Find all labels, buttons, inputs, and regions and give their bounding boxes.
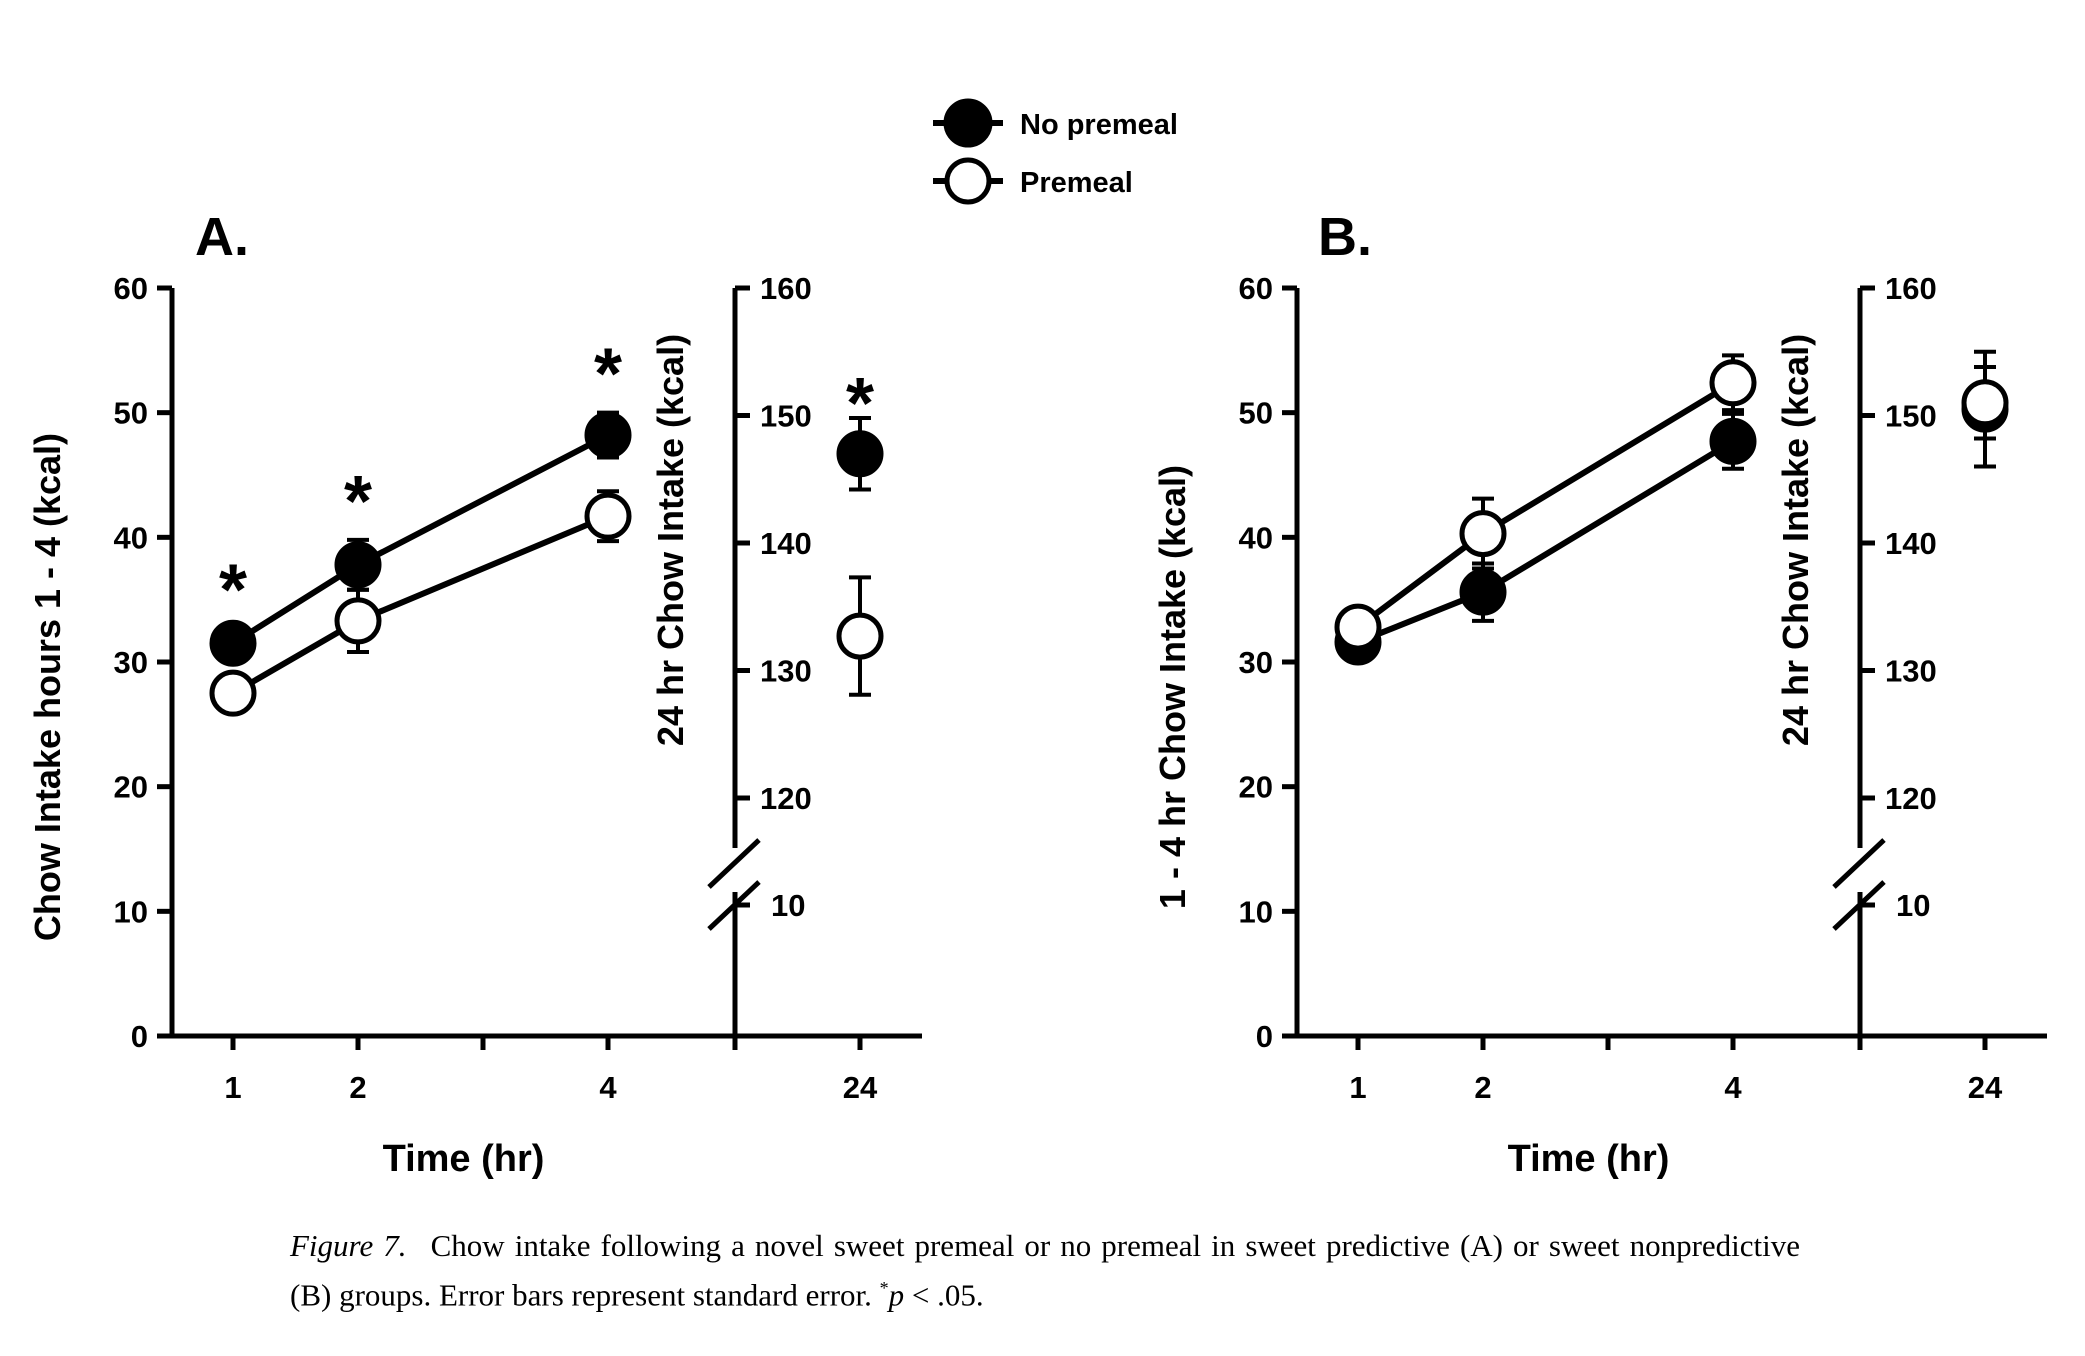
panel-a-significance-star-1: * — [219, 550, 247, 630]
panel-a-y2-tick-label-140: 140 — [760, 526, 812, 561]
panel-a-y2-tick-label-130: 130 — [760, 654, 812, 689]
legend-entry-premeal: Premeal — [933, 157, 1133, 205]
panel-a-y-axis-label: Chow Intake hours 1 - 4 (kcal) — [27, 433, 68, 941]
caption-sig-p: p — [888, 1277, 905, 1313]
panel-a-y2-tick-label-160: 160 — [760, 271, 812, 306]
legend-marker-premeal — [944, 157, 992, 205]
panel-a-panel-label: A. — [195, 207, 249, 267]
panel-b-y-tick-label-60: 60 — [1239, 271, 1273, 306]
panel-b-y-tick-label-50: 50 — [1239, 396, 1273, 431]
panel-a-y-tick-label-40: 40 — [114, 520, 148, 555]
panel-a-point-no-premeal-1 — [209, 619, 257, 667]
panel-a-significance-star-24: * — [846, 364, 874, 444]
panel-b-x-tick-label-2: 2 — [1474, 1070, 1491, 1105]
panel-a-x-tick-label-1: 1 — [224, 1070, 241, 1105]
panel-b-y2-break-mark-lower — [1832, 880, 1886, 931]
panel-a-point-no-premeal-24 — [836, 430, 884, 478]
panel-a-y2-axis-label: 24 hr Chow Intake (kcal) — [650, 334, 691, 746]
panel-b-y2-break-mark-upper — [1832, 838, 1886, 889]
panel-a-significance-star-2: * — [344, 462, 372, 542]
panel-b-y2-tick-label-160: 160 — [1885, 271, 1937, 306]
panel-a-y2-tick-label-120: 120 — [760, 781, 812, 816]
panel-b-point-premeal-4 — [1709, 359, 1757, 407]
figure-caption: Figure 7. Chow intake following a novel … — [290, 1225, 1800, 1316]
panel-b-point-no-premeal-4 — [1709, 417, 1757, 465]
panel-a-x-axis-label: Time (hr) — [383, 1138, 545, 1180]
panel-a-point-premeal-2 — [334, 597, 382, 645]
panel-a-point-premeal-1 — [209, 669, 257, 717]
panel-b-point-premeal-1 — [1334, 603, 1382, 651]
panel-b-panel-label: B. — [1318, 207, 1372, 267]
panel-b-point-no-premeal-2 — [1459, 568, 1507, 616]
caption-sig-star: * — [879, 1278, 889, 1298]
panel-a-y-tick-label-30: 30 — [114, 645, 148, 680]
panel-b-x-tick-label-4: 4 — [1724, 1070, 1742, 1105]
panel-b-y-axis-label: 1 - 4 hr Chow Intake (kcal) — [1152, 465, 1193, 909]
panel-b-x-axis-label: Time (hr) — [1508, 1138, 1670, 1180]
caption-text: Chow intake following a novel sweet prem… — [290, 1228, 1801, 1313]
panel-a-y-tick-label-0: 0 — [131, 1019, 148, 1054]
panel-b-y2-axis-label: 24 hr Chow Intake (kcal) — [1775, 334, 1816, 746]
legend: No premeal Premeal — [933, 98, 1178, 205]
panel-b-y-tick-label-10: 10 — [1239, 894, 1273, 929]
panel-b-y2-tick-label-130: 130 — [1885, 654, 1937, 689]
panel-a-y2-break-mark-upper — [707, 838, 761, 889]
legend-entry-no-premeal: No premeal — [933, 98, 1178, 148]
panel-b-series-line-no-premeal — [1356, 438, 1735, 645]
panel-a-significance-star-4: * — [594, 335, 622, 415]
panel-b-x-tick-label-1: 1 — [1349, 1070, 1366, 1105]
panel-b-y-tick-label-30: 30 — [1239, 645, 1273, 680]
panel-b-y-tick-label-0: 0 — [1256, 1019, 1273, 1054]
panel-a-point-no-premeal-4 — [584, 411, 632, 459]
panel-b-y2-tick-label-140: 140 — [1885, 526, 1937, 561]
panel-b-y-tick-label-20: 20 — [1239, 770, 1273, 805]
panel-a-y-tick-label-50: 50 — [114, 396, 148, 431]
panel-a-y2-tick-label-150: 150 — [760, 399, 812, 434]
panel-a-x-tick-label-2: 2 — [349, 1070, 366, 1105]
panel-a-y2-tick-label-break: 10 — [771, 888, 805, 923]
panel-b-point-premeal-2 — [1459, 510, 1507, 558]
panel-b-series-line-premeal — [1356, 380, 1735, 630]
panel-a-x-tick-label-4: 4 — [599, 1070, 617, 1105]
panel-a-point-premeal-24 — [836, 612, 884, 660]
panel-a-y-tick-label-10: 10 — [114, 894, 148, 929]
panel-b-y2-tick-label-120: 120 — [1885, 781, 1937, 816]
panel-b-x-tick-label-24: 24 — [1968, 1070, 2003, 1105]
panel-a-y2-break-mark-lower — [707, 880, 761, 931]
panel-a-y-tick-label-60: 60 — [114, 271, 148, 306]
panel-a-chart: A. 0 10 20 30 40 50 60 Chow Intake hours 1 - 4 (… — [27, 207, 922, 1180]
caption-lead: Figure 7. — [290, 1228, 407, 1263]
panel-b-y2-tick-label-break: 10 — [1896, 888, 1930, 923]
caption-sig-rest: < .05. — [904, 1277, 984, 1313]
panel-a-y-tick-label-20: 20 — [114, 770, 148, 805]
legend-label-premeal: Premeal — [1020, 167, 1133, 199]
legend-marker-no-premeal — [943, 98, 993, 148]
panel-a-x-tick-label-24: 24 — [843, 1070, 878, 1105]
legend-label-no-premeal: No premeal — [1020, 109, 1178, 141]
panel-a-point-premeal-4 — [584, 492, 632, 540]
panel-b-point-premeal-24 — [1961, 379, 2009, 427]
panel-b-y2-tick-label-150: 150 — [1885, 399, 1937, 434]
panel-a-point-no-premeal-2 — [334, 541, 382, 589]
panel-b-y-tick-label-40: 40 — [1239, 520, 1273, 555]
panel-b-chart: B. 0 10 20 30 40 50 60 1 - 4 hr Chow Intake (kca… — [1152, 207, 2047, 1180]
